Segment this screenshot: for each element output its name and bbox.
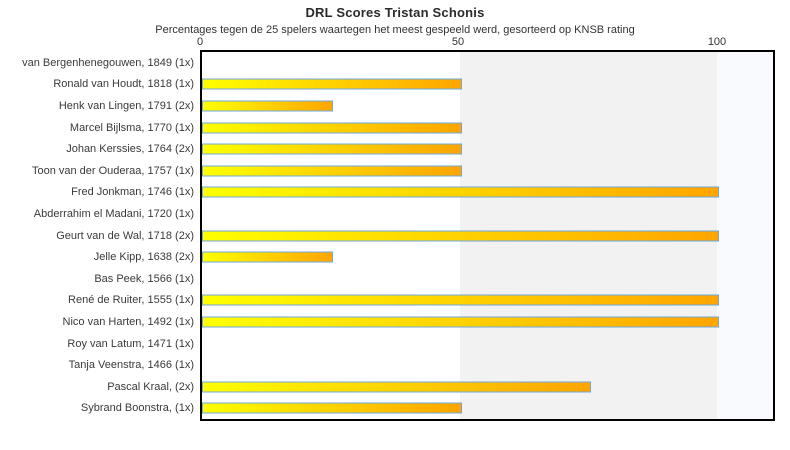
bar (202, 143, 462, 155)
bar-track (202, 95, 773, 117)
bar (202, 186, 720, 198)
bar-track (202, 311, 773, 333)
bar-track (202, 160, 773, 182)
chart-row: Ronald van Houdt, 1818 (1x) (0, 74, 773, 96)
bar-track (202, 333, 773, 355)
bar (202, 122, 462, 134)
chart-row: Fred Jonkman, 1746 (1x) (0, 182, 773, 204)
x-axis-tick-100: 100 (707, 36, 727, 48)
bar-track (202, 225, 773, 247)
row-label: Fred Jonkman, 1746 (1x) (71, 186, 194, 199)
row-label: René de Ruiter, 1555 (1x) (68, 294, 194, 307)
chart-row: Toon van der Ouderaa, 1757 (1x) (0, 160, 773, 182)
row-label: Roy van Latum, 1471 (1x) (67, 337, 194, 350)
bar-track (202, 246, 773, 268)
row-label: Johan Kerssies, 1764 (2x) (66, 143, 194, 156)
row-label: Henk van Lingen, 1791 (2x) (58, 99, 194, 112)
bar-track (202, 398, 773, 420)
chart-subtitle: Percentages tegen de 25 spelers waartege… (155, 24, 635, 36)
chart-row: Pascal Kraal, (2x) (0, 376, 773, 398)
chart-title: DRL Scores Tristan Schonis (305, 5, 485, 20)
row-label: Jelle Kipp, 1638 (2x) (93, 251, 194, 264)
chart-row: Bas Peek, 1566 (1x) (0, 268, 773, 290)
row-label: van Bergenhenegouwen, 1849 (1x) (22, 56, 194, 69)
bar (202, 381, 591, 393)
bar-track (202, 117, 773, 139)
chart-row: Tanja Veenstra, 1466 (1x) (0, 354, 773, 376)
row-label: Geurt van de Wal, 1718 (2x) (56, 229, 194, 242)
row-label: Ronald van Houdt, 1818 (1x) (53, 78, 194, 91)
row-label: Tanja Veenstra, 1466 (1x) (68, 359, 194, 372)
bar (202, 230, 720, 242)
bar (202, 165, 462, 177)
row-label: Bas Peek, 1566 (1x) (94, 272, 194, 285)
chart-row: Roy van Latum, 1471 (1x) (0, 333, 773, 355)
bar (202, 78, 462, 90)
chart-row: Sybrand Boonstra, (1x) (0, 398, 773, 420)
bar-track (202, 138, 773, 160)
background-band-over-100 (717, 52, 773, 419)
bar-rows: van Bergenhenegouwen, 1849 (1x) Ronald va… (0, 52, 773, 419)
chart-row: Henk van Lingen, 1791 (2x) (0, 95, 773, 117)
bar-track (202, 376, 773, 398)
x-axis-tick-0: 0 (196, 36, 204, 48)
bar-track (202, 182, 773, 204)
row-label: Toon van der Ouderaa, 1757 (1x) (31, 164, 194, 177)
bar (202, 294, 720, 306)
chart-row: van Bergenhenegouwen, 1849 (1x) (0, 52, 773, 74)
chart-row: Jelle Kipp, 1638 (2x) (0, 246, 773, 268)
bar-track (202, 203, 773, 225)
row-label: Sybrand Boonstra, (1x) (80, 402, 194, 415)
chart-row: Geurt van de Wal, 1718 (2x) (0, 225, 773, 247)
bar (202, 251, 333, 263)
bar-track (202, 354, 773, 376)
row-label: Abderrahim el Madani, 1720 (1x) (33, 207, 194, 220)
bar-track (202, 52, 773, 74)
chart-row: Marcel Bijlsma, 1770 (1x) (0, 117, 773, 139)
chart-row: Nico van Harten, 1492 (1x) (0, 311, 773, 333)
chart-row: Abderrahim el Madani, 1720 (1x) (0, 203, 773, 225)
bar (202, 316, 720, 328)
row-label: Pascal Kraal, (2x) (107, 380, 194, 393)
chart-row: Johan Kerssies, 1764 (2x) (0, 138, 773, 160)
bar-track (202, 268, 773, 290)
chart-row: René de Ruiter, 1555 (1x) (0, 290, 773, 312)
x-axis-tick-50: 50 (451, 36, 465, 48)
bar-track (202, 74, 773, 96)
bar (202, 402, 462, 414)
bar-track (202, 290, 773, 312)
row-label: Marcel Bijlsma, 1770 (1x) (69, 121, 194, 134)
row-label: Nico van Harten, 1492 (1x) (62, 315, 194, 328)
bar (202, 100, 333, 112)
